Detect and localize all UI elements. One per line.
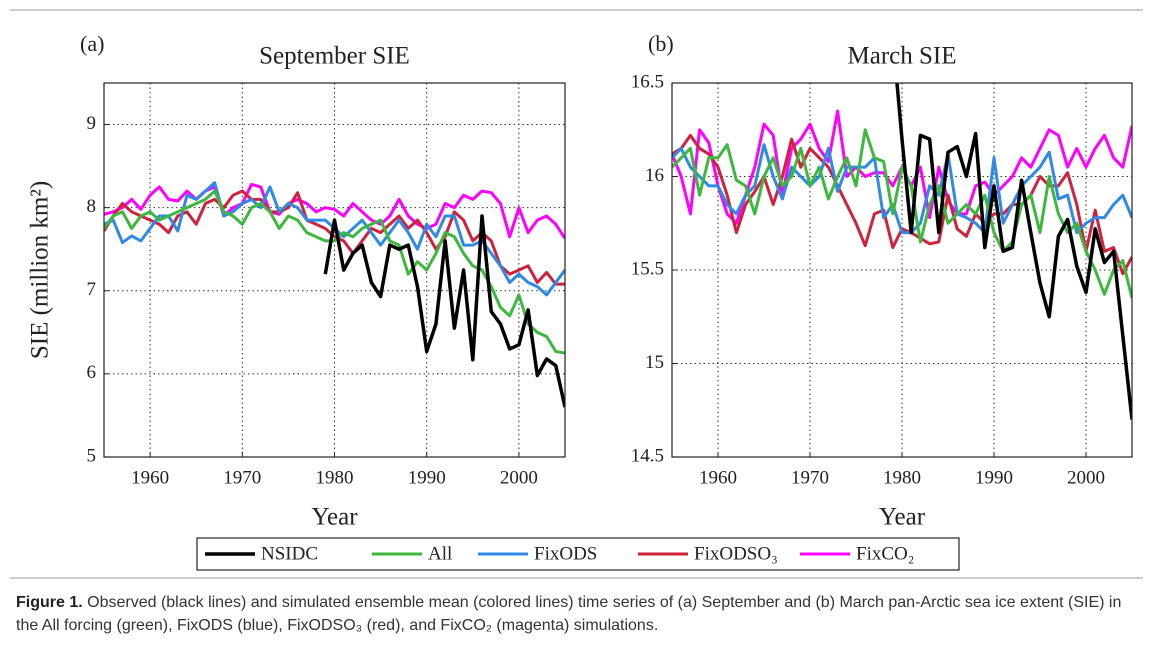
y-tick-label: 6 [87,362,97,383]
caption: Figure 1. Observed (black lines) and sim… [16,591,1126,637]
x-tick-label: 1970 [223,467,261,488]
axes-box [671,82,1133,458]
y-tick-label: 8 [87,196,97,217]
chart-title: March SIE [848,43,957,70]
y-tick-label: 9 [87,113,97,134]
axes-box [103,82,566,458]
x-tick-label: 1960 [131,467,169,488]
plot-area [104,181,565,408]
y-tick-label: 7 [87,279,97,300]
caption-text: Observed (black lines) and simulated ens… [16,594,1122,634]
y-tick-label: 16 [645,165,664,186]
legend-label: FixCO₂ [856,543,914,564]
x-tick-label: 1960 [699,467,737,488]
y-tick-label: 16.5 [631,71,664,92]
legend-label: All [428,543,452,564]
figure: 1960 1970 1980 1990 2000 5 6 7 8 9 September SIE (a… [10,9,1143,579]
y-tick-label: 15 [645,352,664,373]
y-tick-label: 15.5 [631,258,664,279]
legend-label: FixODS [534,543,597,564]
x-tick-label: 2000 [500,467,538,488]
x-tick-label: 2000 [1067,467,1105,488]
legend-label: NSIDC [261,543,318,564]
y-tick-label: 14.5 [631,445,664,466]
series-line [104,182,565,240]
x-tick-label: 1970 [791,467,829,488]
series-line [323,214,565,408]
y-tick-label: 5 [87,445,97,466]
plot-area [672,83,1132,420]
x-tick-label: 1980 [883,467,921,488]
legend-label: FixODSO₃ [694,543,778,564]
panel-label: (a) [80,31,104,56]
panel-label: (b) [648,31,674,56]
x-tick-label: 1990 [975,467,1013,488]
series-line [895,83,1132,420]
x-axis-label: Year [879,504,926,531]
x-axis-label: Year [311,504,358,531]
x-tick-label: 1990 [408,467,446,488]
chart-title: September SIE [259,43,410,70]
caption-label: Figure 1. [16,594,83,611]
y-axis-label: SIE (million km²) [27,181,54,359]
x-tick-label: 1980 [316,467,354,488]
series-line [672,128,1132,299]
legend: NSIDC All FixODS FixODSO₃ FixCO₂ [196,537,960,571]
